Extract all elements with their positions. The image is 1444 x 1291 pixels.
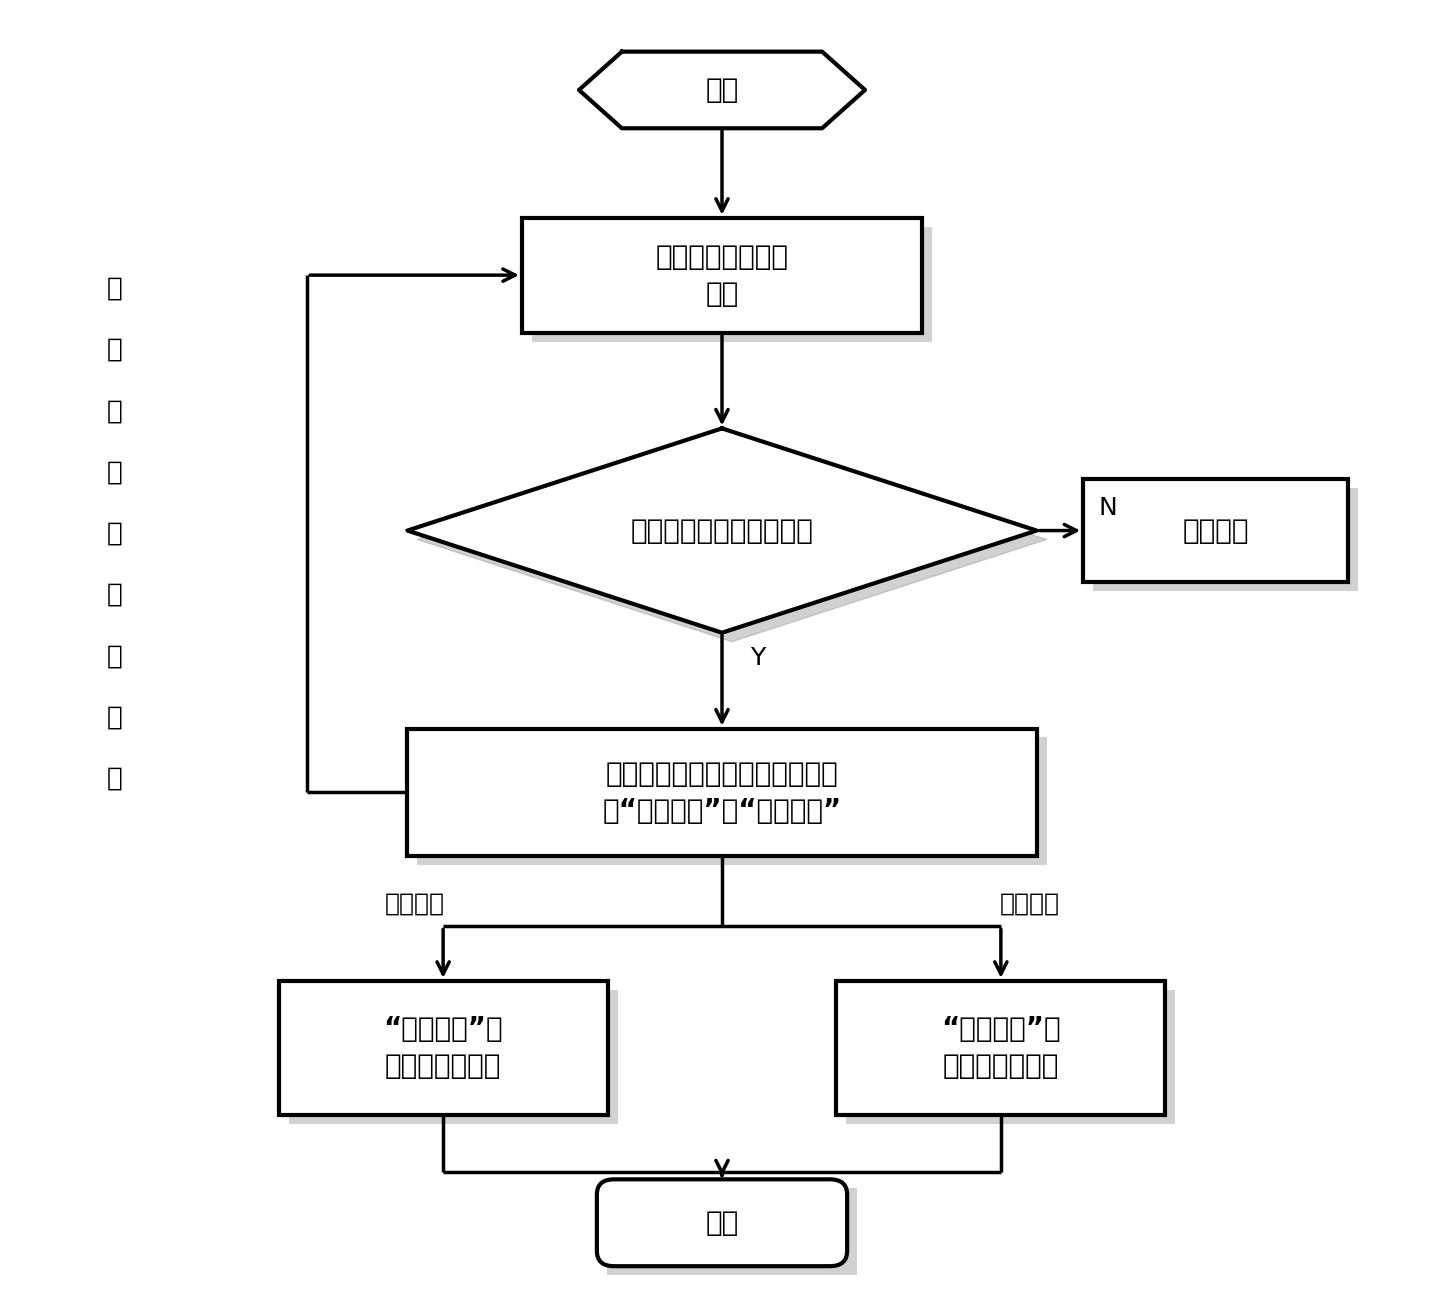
FancyBboxPatch shape	[521, 218, 923, 333]
FancyBboxPatch shape	[289, 990, 618, 1123]
Text: 循: 循	[107, 275, 123, 302]
FancyBboxPatch shape	[531, 227, 933, 342]
FancyBboxPatch shape	[1083, 479, 1347, 582]
Text: 结束: 结束	[705, 1208, 739, 1237]
Text: 故障处理: 故障处理	[1183, 516, 1249, 545]
FancyBboxPatch shape	[606, 1188, 858, 1276]
Text: 开始: 开始	[705, 76, 739, 105]
Text: 配置文件: 配置文件	[384, 892, 445, 915]
Text: Y: Y	[749, 647, 765, 670]
Text: 行: 行	[107, 520, 123, 547]
Text: 跳: 跳	[107, 643, 123, 669]
FancyBboxPatch shape	[596, 1180, 848, 1266]
Text: 心: 心	[107, 582, 123, 608]
Text: 接收通过心跳线传输过来的备份
的“配置文件”、“自检信息”: 接收通过心跳线传输过来的备份 的“配置文件”、“自检信息”	[602, 760, 842, 825]
Text: 环: 环	[107, 337, 123, 363]
FancyBboxPatch shape	[836, 981, 1165, 1115]
FancyBboxPatch shape	[407, 728, 1037, 856]
Text: 测: 测	[107, 766, 123, 791]
Polygon shape	[579, 52, 865, 128]
FancyBboxPatch shape	[1093, 488, 1357, 590]
Text: N: N	[1099, 496, 1118, 519]
FancyBboxPatch shape	[279, 981, 608, 1115]
Text: 的: 的	[107, 398, 123, 425]
FancyBboxPatch shape	[417, 737, 1047, 865]
Polygon shape	[417, 438, 1047, 642]
Text: 时限内是否收到心跳信息: 时限内是否收到心跳信息	[631, 516, 813, 545]
Polygon shape	[407, 429, 1037, 633]
Text: 设定心跳消息发送
周期: 设定心跳消息发送 周期	[656, 243, 788, 307]
Text: “配置文件”交
由备份程序处理: “配置文件”交 由备份程序处理	[383, 1016, 503, 1081]
Text: 执: 执	[107, 460, 123, 485]
FancyBboxPatch shape	[846, 990, 1175, 1123]
Text: 自检信息: 自检信息	[999, 892, 1060, 915]
Text: “自检信息”交
由互检程序处理: “自检信息”交 由互检程序处理	[941, 1016, 1061, 1081]
Text: 检: 检	[107, 705, 123, 731]
